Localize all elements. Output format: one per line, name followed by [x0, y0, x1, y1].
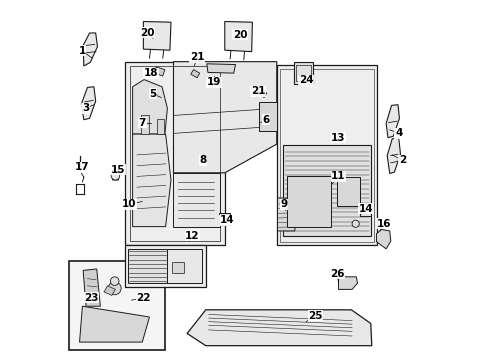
Polygon shape	[336, 177, 359, 206]
Text: 23: 23	[83, 293, 98, 303]
Text: 15: 15	[111, 165, 125, 175]
Polygon shape	[386, 105, 399, 138]
Polygon shape	[173, 62, 276, 173]
Text: 9: 9	[280, 199, 287, 210]
Polygon shape	[104, 286, 115, 296]
Polygon shape	[258, 102, 276, 131]
Polygon shape	[167, 249, 202, 283]
Polygon shape	[359, 204, 370, 216]
Polygon shape	[156, 119, 163, 134]
Text: 7: 7	[138, 118, 146, 128]
Circle shape	[111, 171, 120, 180]
Polygon shape	[125, 245, 205, 287]
Text: 24: 24	[298, 75, 313, 85]
Polygon shape	[258, 90, 266, 98]
Text: 26: 26	[329, 269, 344, 279]
Text: 20: 20	[232, 30, 247, 40]
Polygon shape	[143, 22, 171, 50]
Text: 20: 20	[140, 28, 154, 38]
Text: 16: 16	[376, 219, 390, 229]
Polygon shape	[219, 213, 230, 225]
Polygon shape	[277, 65, 376, 245]
Polygon shape	[154, 67, 164, 76]
Text: 11: 11	[330, 171, 345, 181]
Polygon shape	[190, 69, 199, 78]
Polygon shape	[172, 262, 183, 273]
Polygon shape	[376, 229, 390, 249]
Polygon shape	[132, 134, 171, 226]
Polygon shape	[112, 170, 120, 180]
Polygon shape	[81, 87, 96, 120]
Polygon shape	[173, 173, 220, 226]
Text: 5: 5	[149, 89, 156, 99]
Polygon shape	[338, 277, 357, 289]
Polygon shape	[283, 145, 370, 235]
Circle shape	[351, 220, 359, 227]
Polygon shape	[125, 62, 224, 245]
Polygon shape	[128, 249, 167, 283]
Text: 22: 22	[136, 293, 150, 303]
Text: 8: 8	[199, 155, 206, 165]
Text: 6: 6	[262, 115, 269, 125]
Polygon shape	[187, 310, 371, 346]
Polygon shape	[386, 138, 400, 174]
Text: 18: 18	[144, 68, 158, 78]
Bar	[69, 261, 164, 350]
Polygon shape	[80, 306, 149, 342]
Text: 13: 13	[330, 133, 344, 143]
Polygon shape	[140, 116, 149, 134]
Polygon shape	[277, 198, 298, 231]
Circle shape	[108, 282, 121, 295]
Polygon shape	[132, 80, 167, 134]
Text: 19: 19	[206, 77, 221, 87]
Polygon shape	[206, 64, 235, 73]
Text: 25: 25	[307, 311, 322, 320]
Polygon shape	[293, 62, 313, 84]
Polygon shape	[83, 269, 100, 306]
Text: 3: 3	[82, 103, 89, 113]
Polygon shape	[224, 22, 252, 51]
Text: 21: 21	[250, 86, 265, 96]
Polygon shape	[83, 33, 97, 66]
Polygon shape	[286, 176, 330, 227]
Text: 2: 2	[398, 155, 405, 165]
Text: 1: 1	[78, 46, 85, 56]
Text: 17: 17	[75, 162, 89, 172]
Text: 14: 14	[220, 215, 234, 225]
Text: 10: 10	[122, 199, 136, 210]
Text: 4: 4	[394, 129, 402, 138]
Text: 21: 21	[189, 52, 204, 62]
Text: 14: 14	[358, 204, 372, 214]
Text: 12: 12	[185, 231, 199, 240]
Circle shape	[110, 277, 119, 285]
